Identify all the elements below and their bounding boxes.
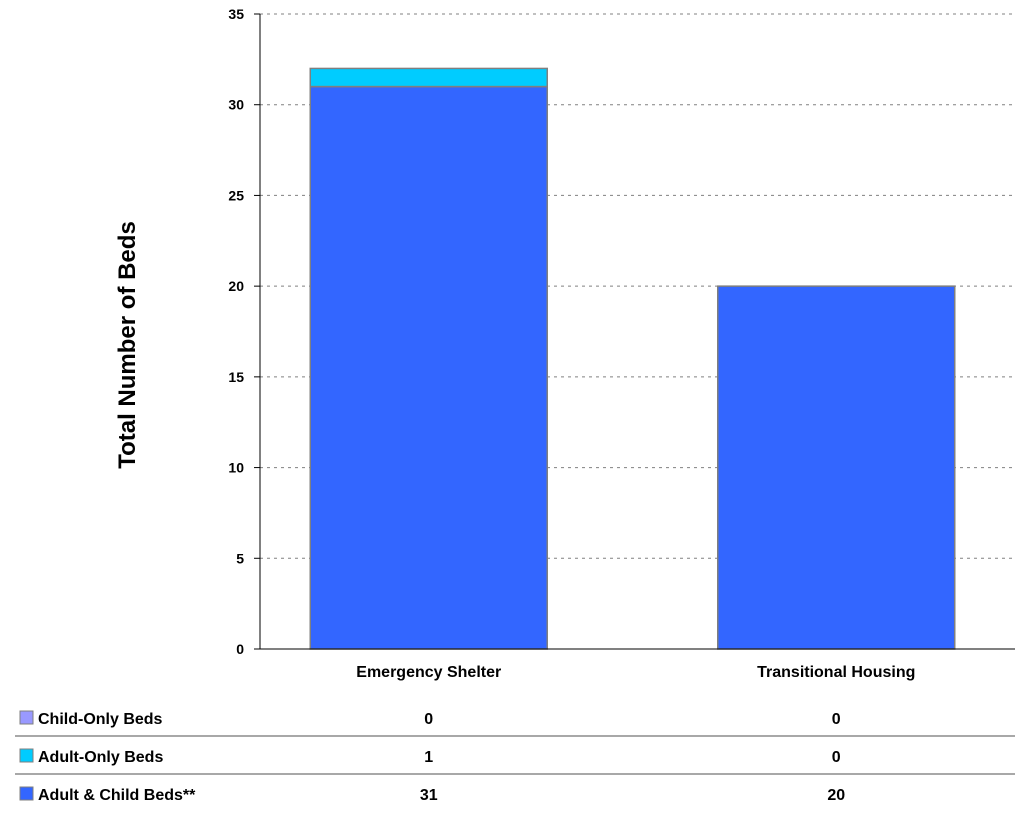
- y-axis-label: Total Number of Beds: [114, 221, 141, 469]
- y-tick-label: 35: [228, 6, 244, 22]
- table-cell-value: 31: [420, 787, 438, 804]
- y-tick-label: 20: [228, 278, 244, 294]
- legend-swatch: [19, 748, 34, 763]
- y-tick-label: 5: [236, 550, 244, 566]
- x-category-label: Transitional Housing: [757, 664, 915, 681]
- y-tick-label: 25: [228, 187, 244, 203]
- x-category-label: Emergency Shelter: [356, 664, 501, 681]
- bar-segment: [309, 67, 548, 88]
- y-tick-label: 10: [228, 460, 244, 476]
- table-cell-value: 0: [832, 711, 841, 728]
- table-row-label: Child-Only Beds: [38, 711, 163, 728]
- y-tick-label: 0: [236, 641, 244, 657]
- bar-segment: [309, 85, 548, 650]
- table-cell-value: 20: [827, 787, 845, 804]
- y-tick-label: 30: [228, 97, 244, 113]
- table-cell-value: 0: [424, 711, 433, 728]
- legend-swatch: [19, 786, 34, 801]
- y-tick-label: 15: [228, 369, 244, 385]
- table-row-label: Adult-Only Beds: [38, 749, 163, 766]
- table-cell-value: 1: [424, 749, 433, 766]
- bar-segment: [717, 285, 956, 650]
- table-row-label: Adult & Child Beds**: [38, 787, 196, 804]
- table-cell-value: 0: [832, 749, 841, 766]
- legend-swatch: [19, 710, 34, 725]
